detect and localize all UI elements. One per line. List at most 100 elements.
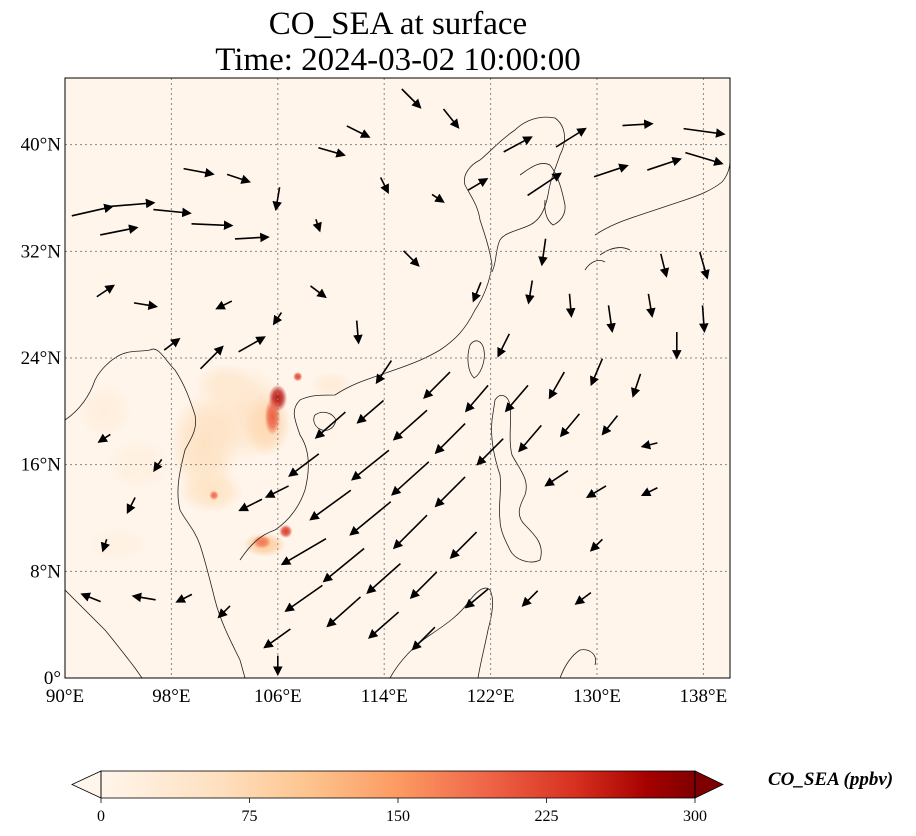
wind-arrow bbox=[525, 280, 535, 305]
concentration-blob bbox=[195, 363, 254, 406]
y-axis: 0° 8°N 16°N 24°N 32°N 40°N bbox=[21, 135, 62, 689]
title-line-1: CO_SEA at surface bbox=[268, 6, 528, 42]
coastline-taiwan bbox=[467, 340, 485, 379]
wind-arrow bbox=[538, 238, 548, 267]
wind-arrow bbox=[503, 136, 533, 153]
wind-arrow bbox=[497, 333, 511, 358]
wind-arrow bbox=[565, 293, 576, 318]
x-tick-label: 98°E bbox=[152, 686, 190, 707]
y-tick-label: 16°N bbox=[21, 455, 62, 476]
wind-arrow bbox=[280, 538, 327, 566]
x-tick-label: 122°E bbox=[467, 686, 515, 707]
wind-arrow bbox=[191, 220, 234, 231]
colorbar-ticks: 0 75 150 225 300 bbox=[97, 798, 707, 825]
wind-arrow bbox=[356, 399, 385, 424]
coastline-sulawesi bbox=[559, 649, 597, 678]
coastline-borneo bbox=[389, 587, 494, 678]
wind-arrow bbox=[504, 384, 529, 413]
coastlines bbox=[65, 116, 730, 678]
wind-arrow bbox=[585, 485, 607, 498]
colorbar-tick-label: 75 bbox=[242, 808, 258, 825]
wind-arrow bbox=[97, 433, 111, 443]
wind-arrow bbox=[375, 360, 393, 385]
colorbar-tick-label: 150 bbox=[386, 808, 410, 825]
wind-arrow bbox=[326, 596, 362, 628]
wind-arrow bbox=[215, 300, 233, 310]
coastline-philippines bbox=[491, 395, 542, 563]
wind-arrow bbox=[351, 449, 390, 481]
wind-arrow bbox=[392, 409, 428, 441]
wind-arrow bbox=[238, 336, 266, 353]
wind-arrow bbox=[423, 371, 451, 399]
wind-arrow bbox=[683, 127, 726, 138]
wind-arrow bbox=[403, 250, 420, 267]
wind-arrow bbox=[559, 413, 581, 438]
wind-arrow bbox=[518, 424, 542, 453]
concentration-blob bbox=[179, 470, 244, 513]
wind-arrow bbox=[312, 219, 322, 233]
concentration-blob bbox=[209, 490, 219, 501]
wind-arrow bbox=[238, 498, 263, 512]
wind-arrow bbox=[467, 178, 489, 191]
wind-arrow bbox=[133, 300, 158, 311]
wind-arrow bbox=[574, 591, 592, 605]
wind-arrow bbox=[392, 514, 428, 550]
wind-arrow bbox=[126, 497, 136, 515]
wind-arrow bbox=[80, 592, 101, 603]
x-tick-label: 114°E bbox=[361, 686, 408, 707]
wind-arrow bbox=[640, 487, 658, 497]
x-tick-label: 138°E bbox=[680, 686, 728, 707]
concentration-blob bbox=[309, 371, 353, 398]
wind-vectors bbox=[71, 88, 726, 677]
wind-arrow bbox=[379, 177, 389, 195]
wind-arrow bbox=[631, 373, 642, 398]
wind-arrow bbox=[175, 593, 193, 603]
coastline-korea bbox=[519, 163, 566, 226]
wind-arrow bbox=[314, 411, 346, 439]
wind-arrow bbox=[699, 251, 710, 280]
wind-arrow bbox=[434, 423, 466, 455]
map-background bbox=[65, 78, 730, 678]
wind-arrow bbox=[163, 337, 181, 351]
map-frame bbox=[64, 77, 731, 679]
wind-arrow bbox=[263, 628, 291, 649]
wind-arrow bbox=[409, 571, 438, 599]
wind-arrow bbox=[521, 590, 539, 607]
wind-arrow bbox=[589, 538, 603, 552]
colorbar-gradient bbox=[101, 771, 695, 798]
wind-arrow bbox=[685, 151, 724, 166]
wind-arrow bbox=[367, 611, 400, 639]
wind-arrow bbox=[476, 438, 504, 466]
wind-arrow bbox=[309, 489, 352, 521]
wind-arrow bbox=[199, 345, 224, 370]
y-tick-label: 8°N bbox=[30, 561, 61, 582]
wind-arrow bbox=[449, 531, 478, 559]
y-tick-label: 40°N bbox=[21, 135, 62, 156]
wind-arrow bbox=[153, 207, 192, 218]
wind-arrow bbox=[131, 592, 156, 603]
colorbar-extend-max bbox=[694, 770, 724, 799]
coastline-indochina bbox=[239, 116, 565, 561]
x-tick-label: 106°E bbox=[254, 686, 302, 707]
wind-arrow bbox=[593, 163, 629, 178]
colorbar-tick-label: 225 bbox=[535, 808, 559, 825]
wind-arrow bbox=[272, 187, 282, 212]
wind-arrow bbox=[183, 167, 215, 178]
wind-arrow bbox=[391, 461, 430, 496]
concentration-blob bbox=[279, 524, 293, 538]
wind-arrow bbox=[640, 440, 658, 450]
coastline-sumatra bbox=[65, 589, 143, 678]
wind-arrow bbox=[264, 485, 289, 498]
wind-arrow bbox=[153, 458, 163, 473]
wind-arrow bbox=[353, 320, 363, 345]
wind-arrow bbox=[434, 476, 466, 508]
wind-arrow bbox=[590, 358, 604, 387]
wind-arrow bbox=[100, 224, 139, 236]
wind-arrow bbox=[527, 172, 562, 197]
coastline-hainan bbox=[313, 411, 337, 431]
wind-arrow bbox=[411, 626, 436, 651]
wind-arrow bbox=[431, 193, 445, 203]
wind-arrow bbox=[109, 198, 156, 209]
y-tick-label: 24°N bbox=[21, 348, 62, 369]
